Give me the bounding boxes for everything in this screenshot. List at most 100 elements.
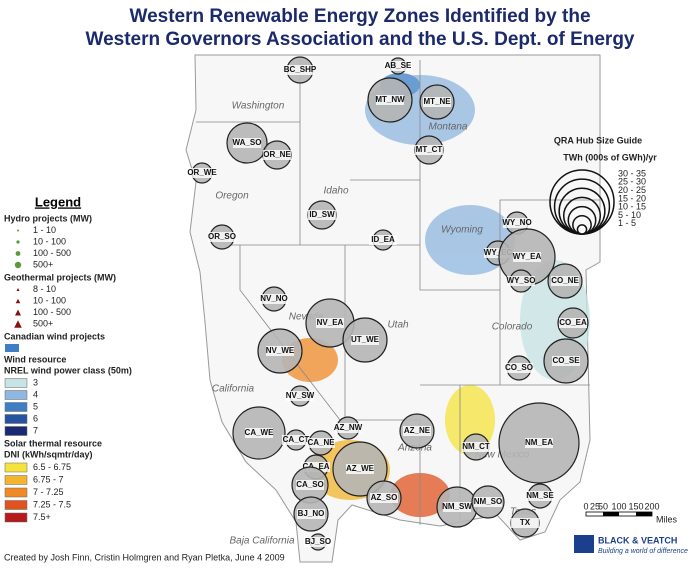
zone-label: NV_WE — [266, 346, 295, 355]
wind-swatch — [4, 378, 28, 388]
hub-guide-item: 10 - 15 — [618, 202, 646, 212]
zone-label-bg — [266, 346, 294, 356]
hydro-marker — [16, 240, 20, 244]
hub-guide-item: 5 - 10 — [618, 210, 641, 220]
zone-label: MT_CT — [416, 145, 443, 154]
zone-label: CO_NE — [551, 276, 579, 285]
state-label: Idaho — [323, 186, 348, 197]
state-label: Washington — [232, 101, 285, 112]
zone-label-bg — [443, 502, 471, 512]
credit: Created by Josh Finn, Cristin Holmgren a… — [4, 552, 285, 562]
zone-label-bg — [551, 276, 579, 286]
zone-label-bg — [525, 438, 553, 448]
state-label: California — [212, 384, 255, 395]
zone-label-bg — [474, 497, 502, 507]
legend-item: 6.5 - 6.75 — [33, 462, 71, 472]
zone-label: AZ_NE — [404, 426, 431, 435]
zone-label-bg — [316, 318, 344, 328]
zone-label: NV_EA — [317, 318, 344, 327]
legend-item: 6.75 - 7 — [33, 474, 64, 484]
zone-label-bg — [513, 252, 541, 262]
zone-label-bg — [260, 294, 288, 304]
zone-label-bg — [233, 138, 261, 148]
zone-label-bg — [286, 391, 314, 401]
legend-item: 100 - 500 — [33, 307, 71, 317]
scale-tick: 150 — [628, 501, 643, 511]
solar-swatch — [4, 512, 28, 523]
logo-tagline: Building a world of difference — [598, 548, 688, 555]
zone-label-bg — [552, 356, 580, 366]
zone-label: BJ_NO — [298, 509, 325, 518]
zone-label: CA_WE — [245, 428, 275, 437]
hydro-marker — [14, 261, 22, 269]
zone-label-bg — [462, 442, 490, 452]
zone-label: CA_NE — [307, 438, 335, 447]
state-label: Baja California — [229, 536, 294, 547]
zone-label-bg — [188, 168, 216, 178]
zone-label: NV_NO — [260, 294, 288, 303]
geothermal-marker — [14, 320, 22, 328]
zone-label: CA_EA — [302, 462, 329, 471]
state-label: Utah — [387, 320, 409, 331]
zone-label: AZ_WE — [346, 464, 375, 473]
wind-swatch — [4, 390, 28, 400]
zone-label: UT_WE — [351, 335, 380, 344]
zone-label: AB_SE — [385, 61, 412, 70]
zone-label: OR_SO — [208, 232, 236, 241]
hub-guide-circle — [576, 224, 588, 235]
zone-label-bg — [511, 518, 539, 528]
wind-swatch — [4, 402, 28, 412]
scale-tick: 25 — [590, 501, 600, 511]
zone-label-bg — [245, 428, 273, 438]
zone-label-bg — [282, 435, 310, 445]
zone-label-bg — [296, 480, 324, 490]
hub-guide-item: 15 - 20 — [618, 193, 646, 203]
hub-guide-title: QRA Hub Size Guide — [554, 135, 642, 145]
title-line: Western Renewable Energy Zones Identifie… — [129, 6, 590, 27]
zone-label-bg — [304, 537, 332, 547]
zone-label: NM_EA — [525, 438, 553, 447]
legend-heading: Solar thermal resource — [4, 438, 102, 448]
zone-label: NM_SE — [526, 491, 554, 500]
zone-label: AZ_NW — [334, 423, 363, 432]
geothermal-marker — [16, 288, 20, 291]
zone-label: WY_EC — [484, 248, 513, 257]
zone-label-bg — [403, 426, 431, 436]
zone-label-bg — [507, 276, 535, 286]
zone-label: MT_NW — [375, 95, 405, 104]
canadian-wind-swatch — [5, 344, 19, 352]
legend-item: 3 — [33, 377, 38, 387]
legend-heading: Hydro projects (MW) — [4, 213, 92, 223]
zone-label: MT_NE — [423, 97, 451, 106]
zone-label: BC_SHP — [284, 65, 317, 74]
legend-item: 10 - 100 — [33, 295, 66, 305]
geothermal-marker — [15, 298, 21, 304]
logo-mark — [574, 535, 594, 553]
scale-tick: 200 — [644, 501, 659, 511]
legend-heading: Wind resource — [4, 354, 66, 364]
legend-title: Legend — [35, 194, 81, 209]
zone-label-bg — [526, 491, 554, 501]
zone-label: NM_SO — [474, 497, 502, 506]
legend-item: 7 — [33, 425, 38, 435]
hub-guide-item: 1 - 5 — [618, 218, 636, 228]
hub-guide-item: 20 - 25 — [618, 185, 646, 195]
zone-label-bg — [423, 97, 451, 107]
legend-subheading: NREL wind power class (50m) — [4, 365, 132, 375]
zone-label: CA_CT — [283, 435, 310, 444]
hub-guide-unit: TWh (000s of GWh)/yr — [563, 152, 657, 162]
zone-label: WA_SO — [233, 138, 262, 147]
title-line: Western Governors Association and the U.… — [86, 29, 635, 50]
state-label: Colorado — [492, 322, 533, 333]
solar-swatch — [4, 462, 28, 473]
legend-item: 6 — [33, 413, 38, 423]
zone-label: OR_NE — [263, 150, 291, 159]
solar-swatch — [4, 500, 28, 510]
legend-heading: Geothermal projects (MW) — [4, 272, 116, 282]
scale-bar-fill — [636, 512, 652, 516]
zone-label: OR_WE — [187, 168, 217, 177]
zone-label-bg — [346, 464, 374, 474]
state-label: Montana — [429, 122, 468, 133]
scale-tick: 0 — [583, 501, 588, 511]
